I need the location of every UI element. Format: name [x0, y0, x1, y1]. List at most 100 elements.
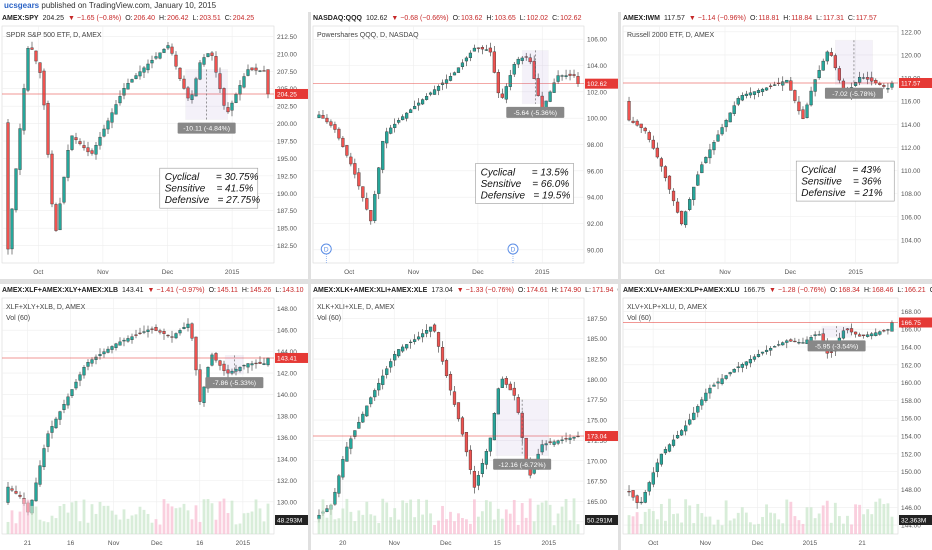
candle [78, 371, 82, 387]
candle [194, 336, 198, 376]
volume-bar [676, 513, 679, 534]
x-tick-label: Nov [388, 540, 400, 547]
candle [428, 91, 433, 97]
volume-bar [461, 518, 464, 534]
y-tick-label: 120.00 [901, 52, 921, 59]
candlestick-chart[interactable]: 130.00 132.00 134.00 136.00 138.00 140.00 142.… [0, 284, 308, 550]
candle [444, 358, 449, 378]
volume-bar [142, 509, 146, 534]
candle [801, 337, 805, 344]
publish-header: ucsgears published on TradingView.com, J… [0, 0, 932, 12]
y-tick-label: 106.00 [901, 214, 921, 221]
price-tag-text: 102.62 [587, 81, 607, 88]
volume-bar [122, 509, 126, 534]
candle [409, 108, 413, 113]
candle [564, 432, 568, 443]
candle [158, 52, 162, 60]
candle [373, 190, 377, 224]
candlestick-chart[interactable]: 90.00 92.00 94.00 96.00 98.00 100.00 102.00 104… [311, 12, 618, 279]
volume-bar [833, 502, 837, 534]
chart-panel-4[interactable]: AMEX:XLF+AMEX:XLY+AMEX:XLB 143.41 ▼ −1.41 … [0, 284, 308, 550]
sector-note-line: Defensive = 21% [801, 188, 883, 199]
open-value: 103.62 [460, 15, 483, 22]
measure-label-box [205, 377, 264, 389]
high-value: 145.26 [249, 287, 272, 294]
x-tick-label: Nov [700, 540, 712, 547]
candlestick-chart[interactable]: 144.00 146.00 148.00 150.00 152.00 154.00 156.… [621, 284, 932, 550]
candle [218, 67, 222, 94]
chart-panel-1[interactable]: AMEX:SPY 204.25 ▼ −1.65 (−0.8%) O:206.40 H:2… [0, 12, 308, 279]
volume-bar [708, 516, 712, 534]
candlestick-chart[interactable]: 104.00 106.00 108.00 110.00 112.00 114.00 116.… [621, 12, 932, 279]
candle [321, 109, 325, 119]
volume-bar [572, 498, 576, 534]
open-key: O: [749, 15, 758, 22]
candle [190, 322, 194, 341]
volume-bar [421, 514, 424, 534]
candle [166, 334, 170, 338]
volume-bar [712, 524, 716, 534]
y-tick-label: 207.50 [277, 69, 297, 76]
candle [643, 126, 647, 134]
candle [246, 64, 250, 77]
volume-bar [696, 503, 700, 534]
candle [528, 53, 532, 65]
candle [740, 92, 744, 102]
candle [341, 136, 345, 148]
y-tick-label: 182.50 [587, 357, 607, 364]
volume-bar [317, 518, 321, 534]
candle [785, 339, 789, 349]
candle [337, 127, 341, 141]
candle [857, 332, 862, 337]
volume-bar [110, 510, 114, 534]
candle [460, 59, 465, 70]
candle [667, 175, 672, 194]
candle [647, 480, 651, 496]
candle [14, 485, 18, 495]
dividend-marker[interactable]: D [320, 243, 332, 263]
chart-panel-5[interactable]: AMEX:XLK+AMEX:XLI+AMEX:XLE 173.04 ▼ −1.33 … [311, 284, 618, 550]
candle [488, 437, 492, 457]
y-tick-label: 152.00 [901, 451, 921, 458]
last-price: 204.25 [42, 15, 64, 22]
candle [773, 81, 777, 86]
volume-bar [409, 499, 413, 534]
candle [393, 118, 397, 133]
candlestick-chart[interactable]: 162.50165.00167.50170.00172.50175.00177.… [311, 284, 618, 550]
volume-bar [166, 503, 170, 534]
chart-panel-3[interactable]: AMEX:IWM 117.57 ▼ −1.14 (−0.96%) O:118.81 H:… [621, 12, 932, 279]
volume-bar [829, 522, 833, 534]
open-value: 206.40 [133, 15, 156, 22]
dividend-marker[interactable]: D [507, 243, 519, 263]
chart-panel-6[interactable]: AMEX:XLV+AMEX:XLP+AMEX:XLU 166.75 ▼ −1.28 … [621, 284, 932, 550]
volume-bar [854, 504, 857, 534]
candle [716, 377, 720, 390]
username-link[interactable]: ucsgears [4, 1, 40, 10]
candle [793, 89, 797, 104]
svg-text:D: D [511, 247, 516, 254]
candle [250, 360, 254, 371]
candle [568, 69, 572, 81]
open-key: O: [125, 15, 133, 22]
volume-bar [720, 525, 724, 534]
y-tick-label: 180.00 [587, 377, 607, 384]
chart-panel-2[interactable]: NASDAQ:QQQ 102.62 ▼ −0.68 (−0.66%) O:103.62… [311, 12, 618, 279]
candle [46, 100, 50, 158]
series-label: XLV+XLP+XLU, D, AMEX [627, 304, 707, 311]
price-change: ▼ −1.14 (−0.96%) [688, 15, 746, 22]
candlestick-chart[interactable]: 182.50 185.00 187.50 190.00 192.50 195.00 197.… [0, 12, 308, 279]
volume-bar [639, 523, 643, 534]
volume-bar [862, 514, 866, 534]
volume-bar [234, 524, 238, 534]
candle [170, 330, 174, 343]
volume-bar [842, 523, 845, 534]
candle [777, 340, 781, 347]
y-tick-label: 146.00 [277, 328, 297, 335]
candle [651, 135, 655, 150]
volume-bars [6, 498, 270, 534]
candle [882, 83, 886, 90]
volume-bar [218, 501, 222, 534]
candle [432, 85, 437, 95]
candle [70, 135, 74, 152]
volume-bar [118, 519, 122, 534]
